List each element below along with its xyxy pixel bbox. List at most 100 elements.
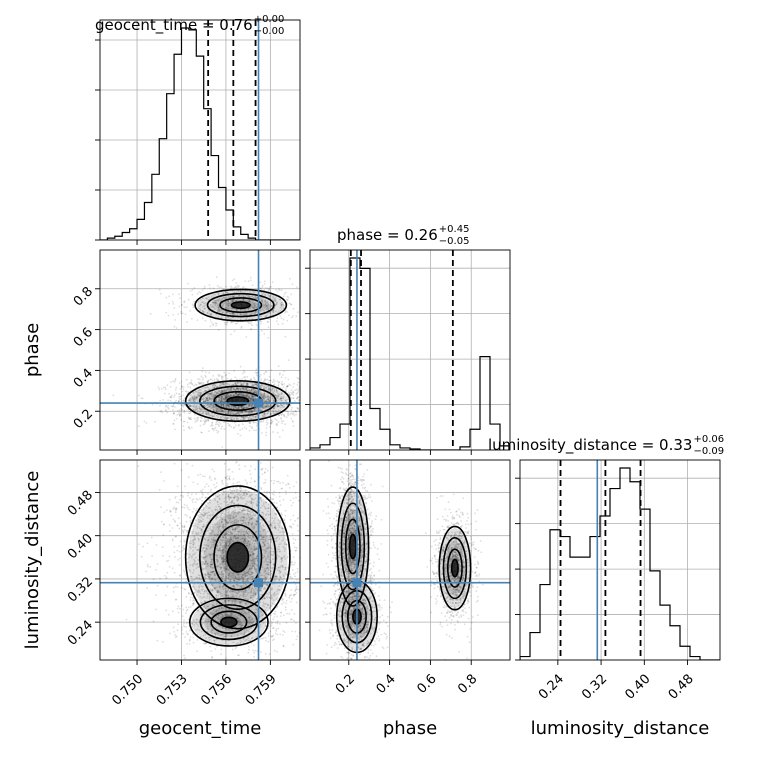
sample-point [211, 386, 214, 389]
sample-point [209, 388, 211, 390]
sample-point [217, 424, 220, 427]
sample-point [225, 323, 228, 326]
sample-point [298, 671, 300, 673]
sample-point [263, 280, 266, 283]
sample-point [249, 409, 252, 412]
sample-point [279, 372, 281, 375]
sample-point [230, 285, 233, 288]
sample-point [246, 406, 248, 409]
sample-point [250, 388, 253, 391]
sample-point [268, 318, 270, 321]
sample-point [219, 423, 222, 425]
sample-point [278, 436, 281, 438]
sample-point [265, 404, 268, 406]
sample-point [180, 418, 183, 421]
sample-point [268, 405, 271, 407]
sample-point [275, 423, 278, 426]
sample-point [226, 482, 229, 485]
sample-point [237, 387, 239, 390]
truth-marker [254, 398, 264, 408]
sample-point [234, 383, 237, 385]
sample-point [196, 394, 199, 397]
sample-point [221, 390, 223, 393]
sample-point [262, 397, 265, 400]
sample-point [302, 489, 304, 491]
sample-point [226, 404, 229, 407]
sample-point [191, 383, 194, 386]
sample-point [199, 382, 201, 385]
sample-point [190, 418, 193, 421]
sample-point [197, 394, 200, 397]
sample-point [271, 281, 274, 283]
sample-point [223, 388, 226, 391]
sample-point [234, 405, 237, 408]
sample-point [254, 371, 257, 374]
sample-point [222, 404, 225, 406]
sample-point [234, 406, 237, 409]
sample-point [199, 292, 202, 294]
sample-point [263, 407, 266, 409]
sample-point [248, 388, 251, 391]
sample-point [242, 395, 245, 397]
sample-point [209, 392, 212, 395]
sample-point [165, 311, 168, 314]
sample-point [244, 395, 247, 398]
sample-point [225, 418, 228, 420]
sample-point [173, 394, 176, 396]
sample-point [231, 669, 233, 671]
sample-point [178, 414, 181, 416]
sample-point [263, 413, 266, 416]
sample-point [263, 404, 266, 407]
sample-point [313, 399, 315, 401]
sample-point [247, 406, 250, 409]
sample-point [169, 385, 172, 388]
sample-point [176, 410, 179, 412]
sample-point [180, 310, 183, 313]
sample-point [273, 400, 276, 403]
sample-point [236, 393, 238, 396]
sample-point [288, 391, 290, 394]
sample-point [207, 404, 210, 406]
sample-point [292, 412, 295, 415]
sample-point [292, 391, 295, 394]
sample-point [234, 382, 237, 385]
sample-point [185, 306, 188, 309]
sample-point [264, 412, 267, 415]
sample-point [216, 386, 218, 388]
sample-point [182, 406, 185, 408]
sample-point [277, 384, 280, 386]
sample-point [278, 381, 281, 384]
sample-point [270, 419, 273, 422]
sample-point [269, 400, 272, 402]
sample-point [259, 408, 262, 411]
sample-point [281, 391, 283, 394]
sample-point [187, 391, 190, 393]
sample-point [279, 397, 282, 400]
sample-point [228, 387, 230, 390]
sample-point [226, 393, 229, 396]
sample-point [170, 381, 172, 383]
sample-point [245, 427, 248, 430]
sample-point [203, 287, 206, 290]
sample-point [212, 429, 215, 432]
sample-point [286, 398, 289, 401]
sample-point [268, 387, 271, 390]
sample-point [177, 400, 180, 403]
sample-point [277, 627, 280, 630]
sample-point [249, 382, 252, 384]
sample-point [178, 400, 180, 403]
sample-point [250, 418, 253, 420]
sample-point [155, 608, 158, 611]
sample-point [249, 397, 252, 399]
sample-point [241, 393, 243, 396]
sample-point [189, 418, 192, 421]
sample-point [221, 398, 224, 401]
sample-point [241, 387, 244, 390]
sample-point [225, 405, 227, 407]
sample-point [282, 397, 284, 400]
sample-point [235, 392, 237, 395]
sample-point [188, 418, 191, 420]
sample-point [227, 411, 230, 414]
sample-point [292, 569, 294, 571]
sample-point [247, 396, 250, 399]
